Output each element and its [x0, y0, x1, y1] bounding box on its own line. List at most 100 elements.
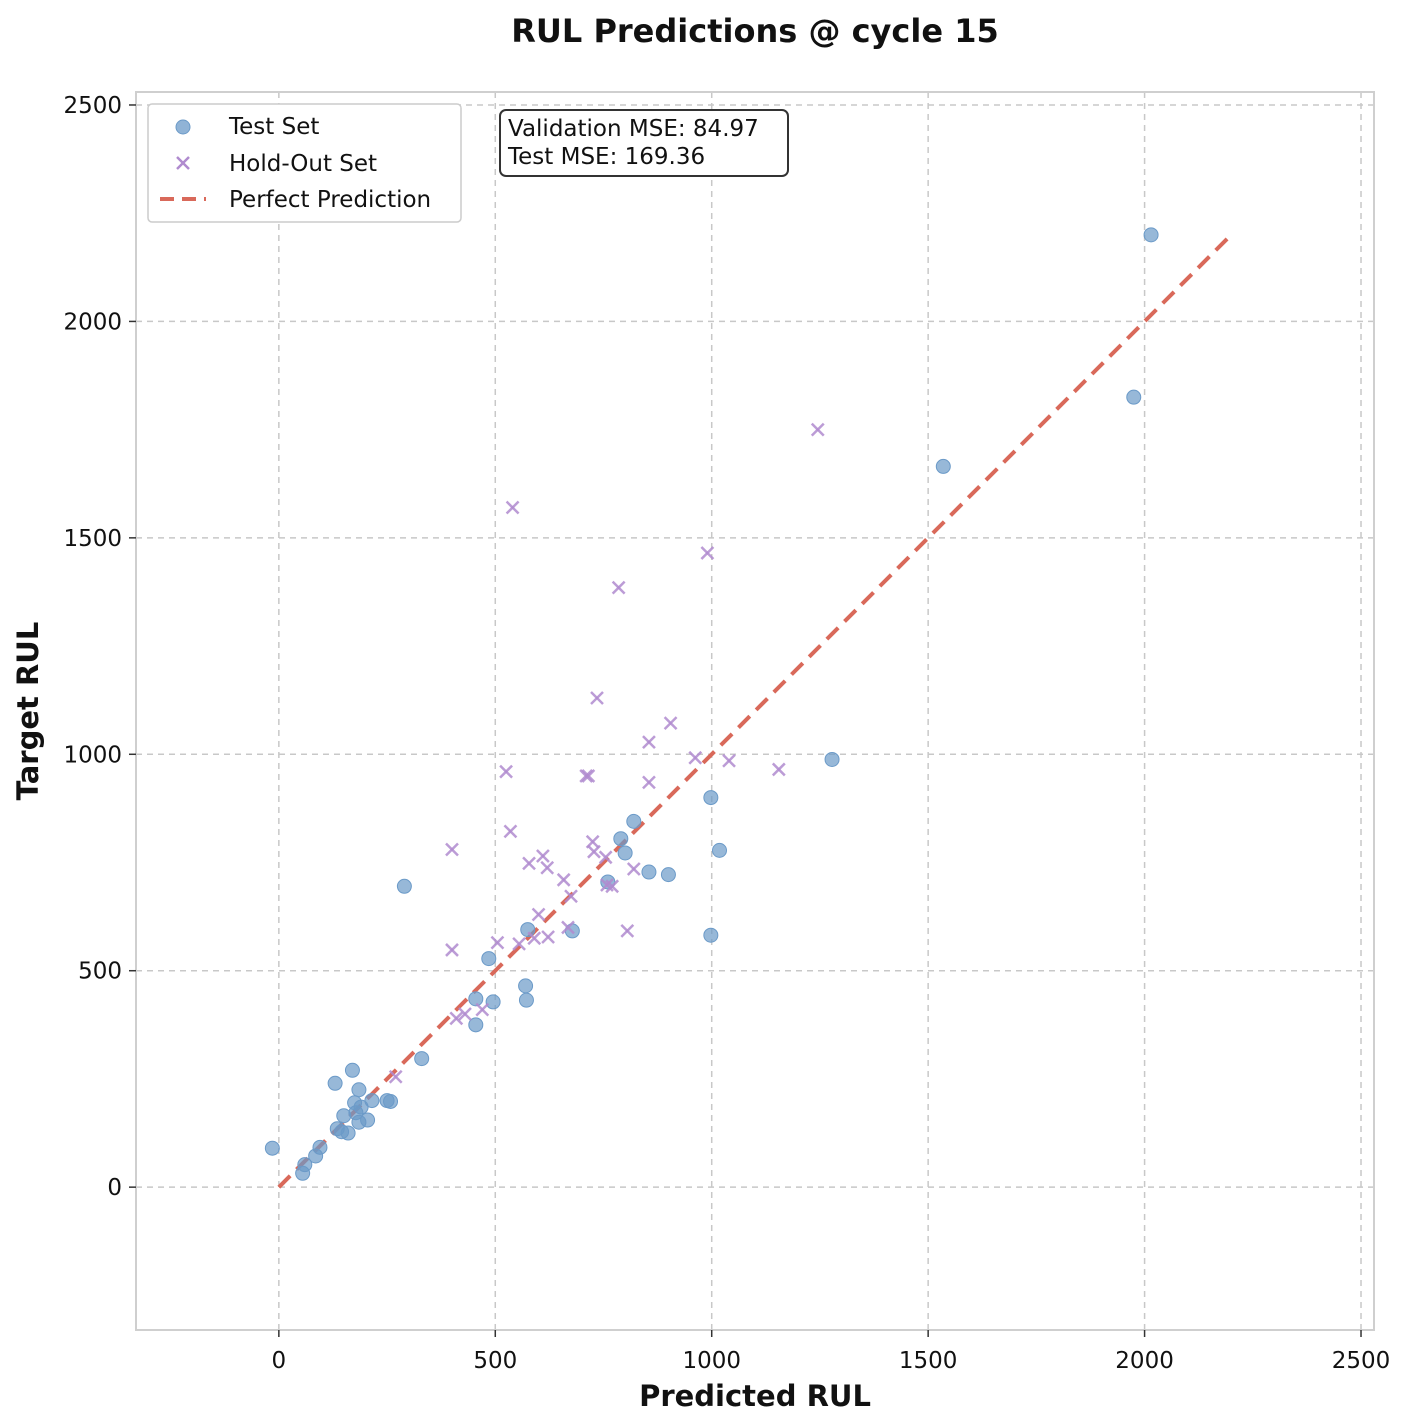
holdout-set-point — [541, 930, 555, 944]
test-set-point — [344, 1062, 360, 1078]
holdout-set-point — [771, 762, 786, 777]
holdout-set-point — [445, 943, 459, 957]
holdout-set-point — [587, 844, 601, 859]
holdout-set-point — [561, 920, 575, 935]
test-set-point — [468, 1017, 484, 1033]
test-set-point — [935, 458, 951, 474]
test-set-point — [703, 790, 719, 806]
test-set-point — [703, 927, 719, 943]
holdout-set-point — [611, 580, 626, 595]
x-tick-label: 0 — [272, 1348, 287, 1374]
legend: Test Set Hold-Out Set Perfect Prediction — [147, 103, 462, 223]
chart-title: RUL Predictions @ cycle 15 — [511, 12, 998, 50]
test-set-point — [520, 922, 536, 938]
holdout-set-point — [564, 889, 578, 904]
test-set-point — [485, 994, 501, 1010]
holdout-set-point — [490, 935, 505, 950]
y-tick-label: 0 — [107, 1175, 122, 1201]
test-set-point — [340, 1125, 356, 1141]
y-tick-label: 1500 — [63, 526, 122, 552]
holdout-set-point — [445, 842, 459, 857]
test-set-point — [327, 1075, 343, 1091]
mse-annotation: Validation MSE: 84.97 Test MSE: 169.36 — [499, 109, 789, 177]
holdout-set-point — [688, 750, 703, 765]
test-set-point — [364, 1093, 380, 1109]
test-set-point — [613, 831, 629, 847]
holdout-set-point — [531, 907, 546, 922]
test-set-point — [312, 1139, 328, 1155]
test-set-point — [360, 1112, 376, 1128]
test-set-point — [712, 842, 728, 858]
holdout-set-point — [581, 769, 596, 783]
legend-holdout-marker — [176, 156, 190, 170]
test-set-point — [468, 991, 484, 1007]
holdout-set-point — [527, 931, 542, 946]
x-tick-label: 1000 — [682, 1348, 741, 1374]
x-axis-label: Predicted RUL — [639, 1379, 871, 1413]
holdout-set-point — [449, 1011, 464, 1026]
x-tick-label: 1500 — [899, 1348, 958, 1374]
y-tick-label: 500 — [78, 959, 122, 985]
holdout-set-point — [810, 422, 825, 437]
annotation-box — [499, 109, 789, 177]
holdout-set-point — [503, 824, 518, 839]
holdout-set-point — [590, 691, 604, 705]
holdout-set-point — [512, 936, 526, 951]
test-set-point — [626, 813, 642, 829]
holdout-set-point — [626, 862, 641, 876]
y-tick-label: 1000 — [63, 742, 122, 768]
test-set-point — [824, 751, 840, 767]
test-set-point — [414, 1051, 430, 1067]
holdout-set-point — [579, 769, 594, 783]
holdout-set-point — [620, 924, 635, 938]
legend-box — [147, 103, 462, 223]
holdout-set-point — [475, 1002, 490, 1017]
grid-lines — [136, 92, 1374, 1330]
legend-holdout-label: Hold-Out Set — [229, 151, 377, 177]
holdout-set-point — [598, 850, 613, 865]
test-set-point — [518, 978, 534, 994]
test-set-point — [396, 878, 412, 894]
holdout-set-point — [556, 872, 571, 887]
holdout-set-point — [388, 1069, 403, 1084]
holdout-set-point — [700, 546, 715, 560]
x-tick-label: 2500 — [1332, 1348, 1391, 1374]
data-marks — [264, 227, 1233, 1189]
test-set-point — [641, 864, 657, 880]
legend-test-marker — [175, 119, 191, 135]
holdout-set-point — [540, 860, 555, 875]
holdout-set-point — [642, 775, 656, 790]
validation-mse-text: Validation MSE: 84.97 — [508, 116, 759, 142]
holdout-set-point — [536, 849, 550, 863]
holdout-set-point — [642, 735, 656, 750]
test-mse-text: Test MSE: 169.36 — [507, 144, 705, 170]
test-set-point — [660, 867, 676, 883]
test-set-point — [353, 1099, 369, 1115]
holdout-set-point — [522, 856, 536, 871]
x-tick-label: 2000 — [1115, 1348, 1174, 1374]
y-tick-label: 2500 — [63, 93, 122, 119]
test-set-point — [518, 992, 534, 1008]
legend-perfect-label: Perfect Prediction — [229, 187, 431, 213]
holdout-set-point — [499, 764, 513, 779]
test-set-point — [617, 845, 633, 861]
holdout-set-point — [505, 500, 520, 515]
y-tick-label: 2000 — [63, 309, 122, 335]
legend-test-label: Test Set — [228, 114, 319, 140]
x-tick-label: 500 — [473, 1348, 517, 1374]
plot-frame — [135, 91, 1375, 1331]
test-set-point — [383, 1093, 399, 1109]
test-set-point — [1126, 389, 1142, 405]
test-set-point — [481, 951, 497, 967]
holdout-set-point — [458, 1007, 472, 1021]
test-set-point — [297, 1157, 313, 1173]
holdout-set-point — [663, 716, 678, 731]
test-set-point — [351, 1082, 367, 1098]
holdout-set-point — [722, 753, 736, 768]
holdout-set-point — [605, 879, 620, 894]
test-set-point — [264, 1140, 280, 1156]
axis-ticks: 0 500 1000 1500 2000 2500 0 500 1000 1500 2000 2500 — [63, 93, 1390, 1374]
y-axis-label: Target RUL — [11, 622, 45, 801]
